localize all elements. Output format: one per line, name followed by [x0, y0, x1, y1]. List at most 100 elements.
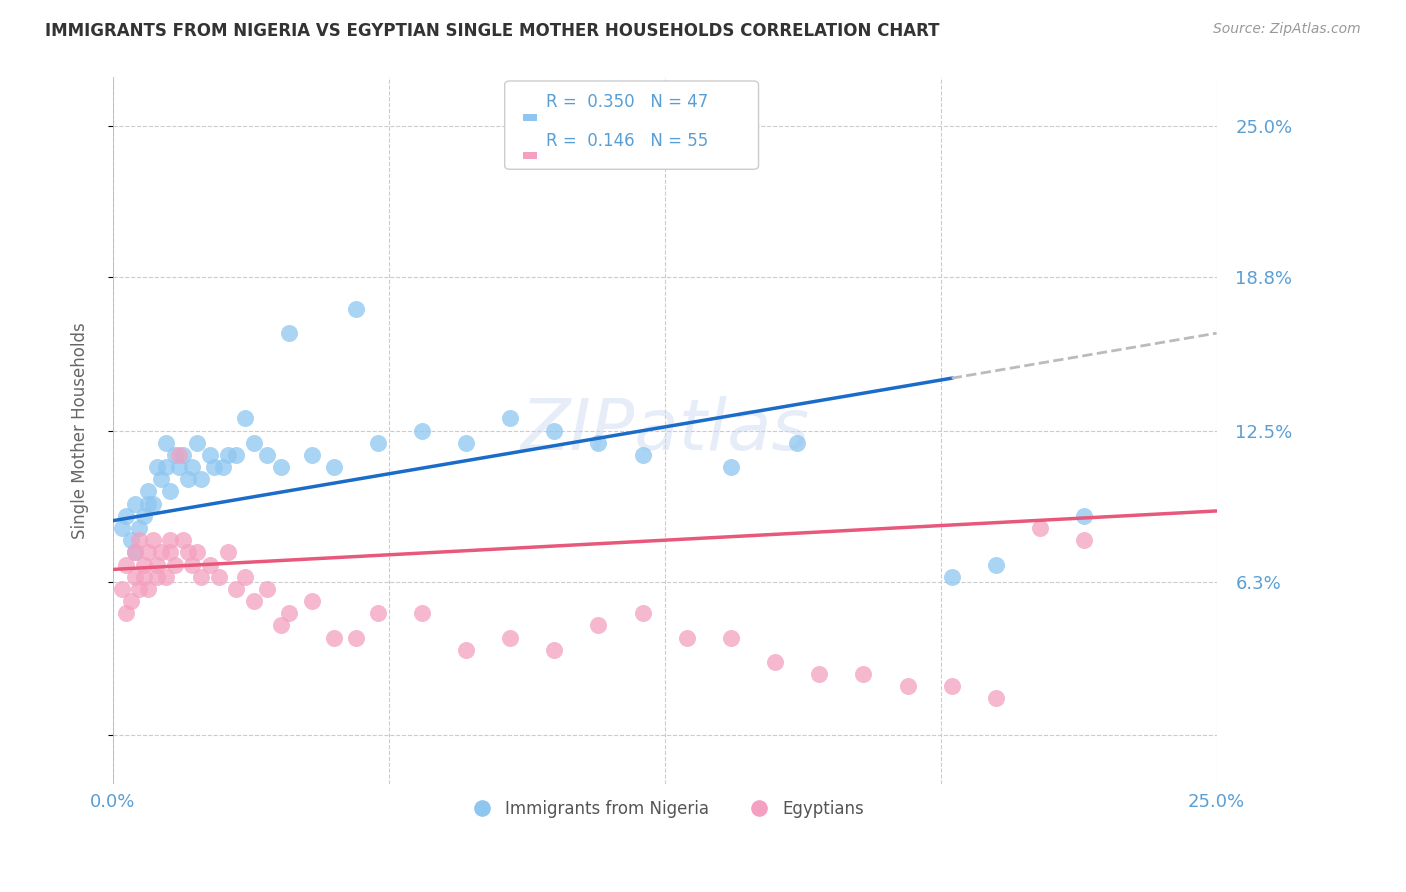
Point: [120, 594, 142, 608]
Point: [142, 533, 165, 548]
Point: [163, 558, 186, 572]
Point: [852, 667, 875, 681]
Text: R =  0.350   N = 47: R = 0.350 N = 47: [546, 94, 709, 112]
Point: [344, 301, 367, 316]
Point: [367, 435, 389, 450]
Point: [243, 594, 266, 608]
Point: [124, 570, 146, 584]
Point: [225, 582, 247, 596]
Point: [159, 545, 181, 559]
Point: [322, 631, 344, 645]
Point: [411, 606, 433, 620]
Point: [631, 448, 654, 462]
Point: [167, 448, 190, 462]
Point: [198, 448, 221, 462]
Point: [120, 533, 142, 548]
Point: [155, 570, 177, 584]
Point: [411, 424, 433, 438]
Point: [136, 484, 159, 499]
FancyBboxPatch shape: [523, 153, 537, 160]
Point: [124, 545, 146, 559]
Point: [173, 448, 195, 462]
Text: Source: ZipAtlas.com: Source: ZipAtlas.com: [1213, 22, 1361, 37]
Point: [167, 460, 190, 475]
Point: [243, 435, 266, 450]
Point: [128, 533, 150, 548]
Point: [124, 545, 146, 559]
Point: [181, 460, 204, 475]
Point: [720, 631, 742, 645]
Point: [941, 679, 963, 693]
Point: [186, 545, 208, 559]
Point: [763, 655, 786, 669]
Point: [454, 642, 477, 657]
Point: [588, 435, 610, 450]
Point: [344, 631, 367, 645]
Point: [111, 582, 134, 596]
Text: R =  0.146   N = 55: R = 0.146 N = 55: [546, 132, 709, 151]
Point: [278, 606, 301, 620]
Point: [217, 448, 239, 462]
Point: [128, 521, 150, 535]
Point: [177, 545, 200, 559]
Point: [984, 558, 1007, 572]
Point: [278, 326, 301, 341]
Point: [181, 558, 204, 572]
Point: [132, 570, 155, 584]
Point: [159, 533, 181, 548]
Text: IMMIGRANTS FROM NIGERIA VS EGYPTIAN SINGLE MOTHER HOUSEHOLDS CORRELATION CHART: IMMIGRANTS FROM NIGERIA VS EGYPTIAN SING…: [45, 22, 939, 40]
Point: [132, 558, 155, 572]
Point: [233, 411, 256, 425]
Point: [217, 545, 239, 559]
Point: [136, 545, 159, 559]
Point: [301, 448, 323, 462]
Point: [150, 472, 173, 486]
Point: [155, 435, 177, 450]
Legend: Immigrants from Nigeria, Egyptians: Immigrants from Nigeria, Egyptians: [458, 794, 870, 825]
Point: [128, 582, 150, 596]
Point: [588, 618, 610, 632]
FancyBboxPatch shape: [523, 114, 537, 121]
Point: [173, 533, 195, 548]
Point: [111, 521, 134, 535]
Point: [136, 582, 159, 596]
Point: [159, 484, 181, 499]
Point: [132, 508, 155, 523]
Point: [301, 594, 323, 608]
Point: [146, 570, 169, 584]
Point: [270, 460, 292, 475]
Point: [190, 472, 212, 486]
Point: [256, 582, 278, 596]
Point: [1029, 521, 1052, 535]
Point: [543, 424, 565, 438]
Point: [225, 448, 247, 462]
Point: [146, 460, 169, 475]
Point: [499, 631, 522, 645]
Point: [150, 545, 173, 559]
Point: [499, 411, 522, 425]
Point: [177, 472, 200, 486]
Point: [198, 558, 221, 572]
Text: ZIPatlas: ZIPatlas: [520, 396, 810, 465]
Point: [115, 606, 138, 620]
Point: [212, 460, 235, 475]
Point: [190, 570, 212, 584]
Point: [115, 558, 138, 572]
Point: [808, 667, 831, 681]
Point: [233, 570, 256, 584]
Point: [454, 435, 477, 450]
Point: [786, 435, 808, 450]
Point: [896, 679, 918, 693]
Point: [1073, 508, 1095, 523]
Point: [984, 691, 1007, 706]
Point: [202, 460, 225, 475]
Point: [136, 497, 159, 511]
Point: [270, 618, 292, 632]
Point: [1073, 533, 1095, 548]
Y-axis label: Single Mother Households: Single Mother Households: [72, 322, 89, 539]
FancyBboxPatch shape: [505, 81, 758, 169]
Point: [186, 435, 208, 450]
Point: [367, 606, 389, 620]
Point: [155, 460, 177, 475]
Point: [115, 508, 138, 523]
